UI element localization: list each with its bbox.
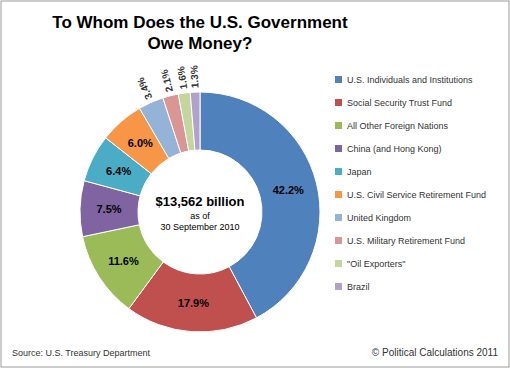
data-label: 17.9% xyxy=(178,297,209,309)
legend-label: Brazil xyxy=(347,282,370,292)
legend-swatch xyxy=(335,99,342,106)
title-line: To Whom Does the U.S. Government xyxy=(52,13,348,32)
slices xyxy=(80,92,320,332)
center-date: 30 September 2010 xyxy=(160,222,239,232)
legend-swatch xyxy=(335,122,342,129)
legend-swatch xyxy=(335,214,342,221)
title: To Whom Does the U.S. Government Owe Mone… xyxy=(52,13,348,53)
credit: © Political Calculations 2011 xyxy=(372,347,499,358)
legend-swatch xyxy=(335,145,342,152)
data-label: 42.2% xyxy=(273,184,304,196)
data-labels: 42.2% 17.9% 11.6% 7.5% 6.4% 6.0% 3.4% 2.1%1.6%1… xyxy=(96,65,304,309)
legend-swatch xyxy=(335,168,342,175)
frame xyxy=(1,1,509,367)
legend-label: "Oil Exporters" xyxy=(347,259,405,269)
data-label: 1.6% xyxy=(175,66,189,90)
legend-label: Social Security Trust Fund xyxy=(347,98,452,108)
data-label: 2.1% xyxy=(159,68,175,93)
slice xyxy=(190,92,200,150)
source: Source: U.S. Treasury Department xyxy=(12,348,151,358)
center-note: as of xyxy=(190,211,210,221)
legend-swatch xyxy=(335,191,342,198)
slice xyxy=(83,225,164,309)
data-label: 3.4% xyxy=(135,76,154,101)
legend: U.S. Individuals and Institutions Social … xyxy=(335,75,486,292)
legend-label: U.S. Military Retirement Fund xyxy=(347,236,465,246)
legend-label: U.S. Civil Service Retirement Fund xyxy=(347,190,486,200)
center-total: $13,562 billion xyxy=(156,194,245,209)
title-line: Owe Money? xyxy=(148,34,253,53)
legend-swatch xyxy=(335,76,342,83)
legend-swatch xyxy=(335,260,342,267)
legend-label: Japan xyxy=(347,167,372,177)
data-label: 6.0% xyxy=(128,137,153,149)
data-label: 1.3% xyxy=(189,65,201,88)
data-label: 6.4% xyxy=(106,165,131,177)
legend-label: China (and Hong Kong) xyxy=(347,144,442,154)
legend-label: U.S. Individuals and Institutions xyxy=(347,75,473,85)
data-label: 7.5% xyxy=(96,203,121,215)
data-label: 11.6% xyxy=(108,255,139,267)
legend-label: All Other Foreign Nations xyxy=(347,121,449,131)
legend-swatch xyxy=(335,283,342,290)
legend-swatch xyxy=(335,237,342,244)
legend-label: United Kingdom xyxy=(347,213,411,223)
chart: To Whom Does the U.S. Government Owe Mone… xyxy=(0,0,510,368)
